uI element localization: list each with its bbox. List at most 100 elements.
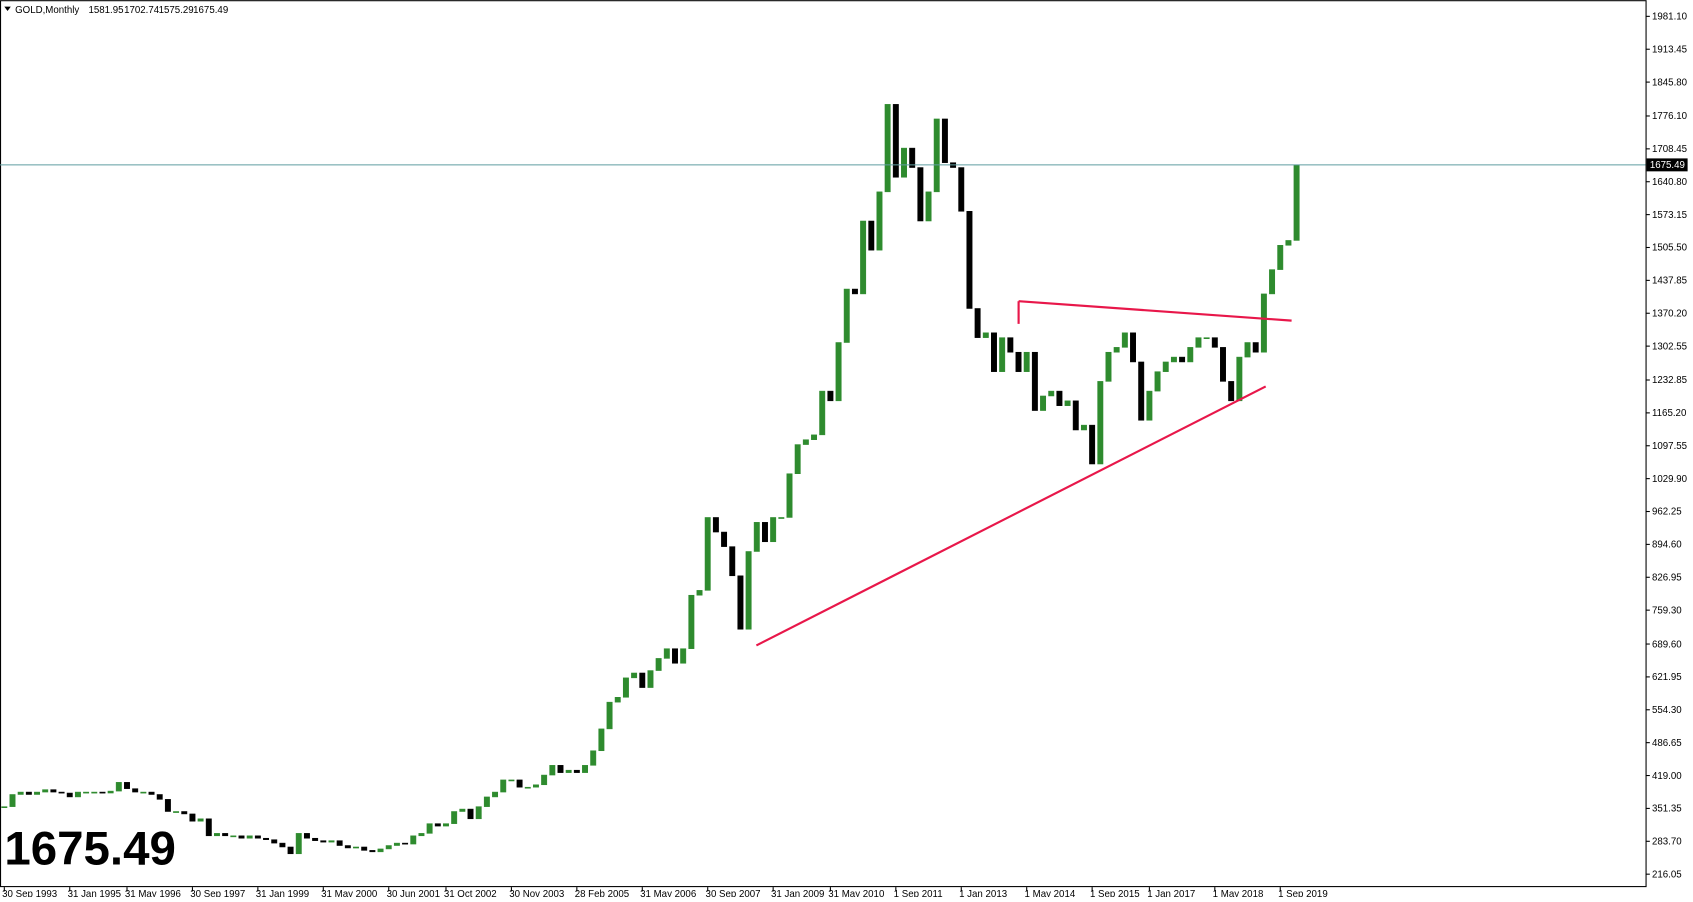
y-tick-label: 1097.55: [1652, 441, 1687, 452]
y-tick-label: 1913.45: [1652, 44, 1687, 55]
candle: [418, 833, 425, 837]
candle: [647, 670, 654, 688]
candle: [107, 790, 114, 794]
candle: [614, 697, 621, 703]
candle: [1080, 424, 1087, 431]
x-tick-label: 31 Jan 1999: [256, 889, 309, 897]
candle: [451, 811, 458, 824]
candle: [786, 473, 793, 518]
candle: [868, 220, 875, 251]
x-tick-label: 30 Jun 2001: [387, 889, 440, 897]
candle: [1244, 342, 1251, 358]
x-tick-label: 31 May 1996: [125, 889, 181, 897]
candle: [246, 835, 253, 839]
candle: [892, 104, 899, 178]
candle: [500, 779, 507, 793]
candle: [385, 845, 392, 850]
y-tick-label: 759.30: [1652, 605, 1682, 616]
x-tick-label: 1 Jan 2013: [959, 889, 1007, 897]
candle: [1089, 424, 1096, 465]
candle: [1228, 381, 1235, 402]
candle: [238, 835, 245, 839]
close: 1675.49: [193, 5, 228, 16]
candle: [492, 791, 499, 798]
candle: [680, 648, 687, 664]
candle: [328, 840, 335, 843]
candle: [99, 791, 106, 794]
y-tick-label: 486.65: [1652, 738, 1682, 749]
candle: [1105, 351, 1112, 382]
candle: [721, 531, 728, 547]
candle: [9, 794, 16, 807]
x-tick-label: 30 Sep 2007: [706, 889, 761, 897]
candle: [508, 779, 515, 782]
candle: [1252, 342, 1259, 353]
candle: [622, 677, 629, 698]
price-tag-label: 1675.49: [1650, 160, 1685, 171]
y-tick-label: 826.95: [1652, 573, 1682, 584]
candle: [295, 833, 302, 855]
y-tick-label: 1165.20: [1652, 408, 1687, 419]
candle: [156, 794, 163, 800]
candle: [1179, 356, 1186, 363]
candle: [778, 517, 785, 519]
x-tick-label: 1 Sep 2015: [1090, 889, 1140, 897]
candle: [1138, 361, 1145, 421]
candle: [1187, 347, 1194, 363]
x-tick-label: 28 Feb 2005: [575, 889, 629, 897]
candle: [827, 390, 834, 402]
y-tick-label: 621.95: [1652, 672, 1682, 683]
candle: [1056, 390, 1063, 406]
candle: [1293, 164, 1300, 241]
candle: [524, 786, 531, 789]
price-tag: [1646, 158, 1688, 172]
x-tick-label: 31 May 2010: [828, 889, 885, 897]
candle: [1236, 356, 1243, 402]
candle: [1113, 347, 1120, 353]
candle: [672, 648, 678, 664]
candle: [549, 765, 556, 776]
candle: [966, 211, 973, 309]
y-tick-label: 1302.55: [1652, 341, 1687, 352]
candle: [696, 590, 703, 596]
candle: [745, 551, 752, 630]
candle: [1121, 332, 1128, 348]
candle: [1203, 337, 1210, 339]
x-tick-label: 30 Sep 1997: [190, 889, 245, 897]
candle: [34, 791, 40, 795]
x-tick-label: 31 Oct 2002: [444, 889, 497, 897]
candle: [197, 818, 204, 822]
candle: [66, 792, 73, 798]
x-tick-label: 1 Sep 2019: [1278, 889, 1328, 897]
candle: [590, 750, 597, 766]
candle: [1154, 371, 1161, 392]
candle: [205, 818, 212, 837]
y-tick-label: 894.60: [1652, 540, 1682, 551]
candle: [1146, 390, 1153, 421]
low: 1575.29: [159, 5, 194, 16]
candle: [140, 791, 147, 794]
y-tick-label: 1776.10: [1652, 111, 1688, 122]
x-tick-label: 1 Sep 2011: [894, 889, 943, 897]
candle: [762, 522, 768, 543]
candle: [598, 728, 605, 752]
candle: [516, 779, 523, 788]
candle: [312, 837, 319, 841]
candle: [974, 308, 981, 338]
y-tick-label: 1232.85: [1652, 375, 1687, 386]
x-tick-label: 30 Nov 2003: [509, 889, 564, 897]
candle: [851, 288, 858, 295]
candle: [1162, 361, 1169, 372]
big-price: 1675.49: [4, 822, 176, 875]
candle: [933, 118, 940, 193]
candle: [434, 823, 441, 827]
candle: [17, 791, 24, 795]
y-tick-label: 1845.80: [1652, 77, 1688, 88]
candle: [50, 789, 57, 793]
candle: [361, 846, 368, 851]
candle: [999, 337, 1006, 372]
y-tick-label: 1640.80: [1652, 177, 1688, 188]
candle: [794, 444, 801, 474]
candle: [819, 390, 826, 436]
